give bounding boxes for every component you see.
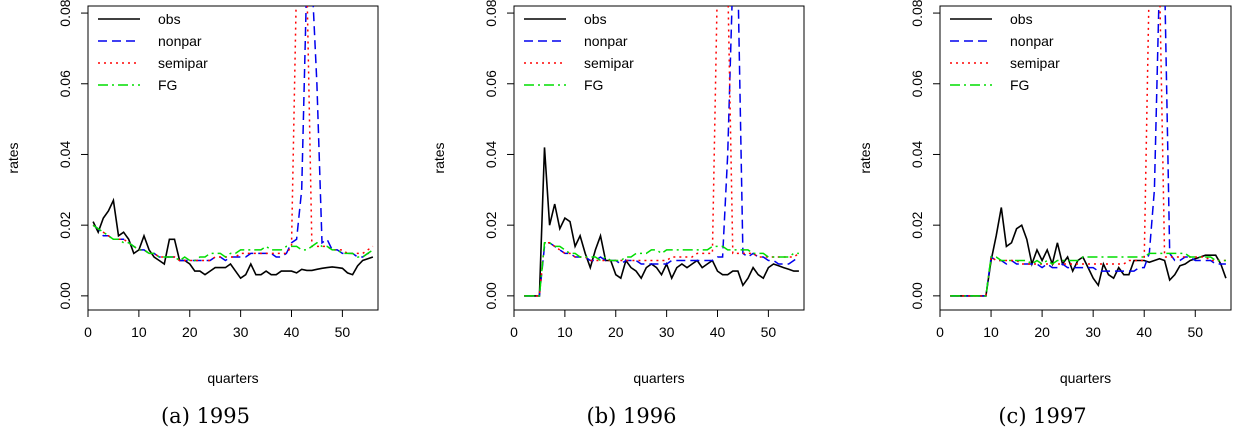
plot-frame — [87, 5, 379, 311]
y-axis-label: rates — [857, 142, 873, 173]
legend-label-semipar: semipar — [158, 55, 208, 71]
series-line-semipar — [92, 6, 374, 262]
x-tick-label: 0 — [84, 324, 92, 340]
legend-label-obs: obs — [1010, 11, 1033, 27]
legend-label-FG: FG — [158, 77, 177, 93]
plot-frame — [513, 5, 805, 311]
x-tick-label: 0 — [510, 324, 518, 340]
x-tick-label: 50 — [335, 324, 351, 340]
chart-panel-1996: 0 10 20 30 40 50 0.00 0.02 0.04 0.06 0.08 quarters r… — [426, 0, 837, 437]
y-tick-label: 0.02 — [57, 211, 73, 238]
plot-frame — [939, 5, 1232, 311]
y-tick-label: 0.08 — [57, 0, 73, 27]
caption-1996: (b) 1996 — [586, 404, 677, 428]
series-line-FG — [92, 224, 374, 262]
y-tick-label: 0.04 — [909, 141, 925, 168]
x-tick-label: 30 — [659, 324, 675, 340]
y-tick-label: 0.00 — [909, 282, 925, 309]
y-tick-label: 0.02 — [909, 211, 925, 238]
x-tick-label: 40 — [1136, 324, 1152, 340]
series-line-obs — [950, 207, 1227, 297]
legend-label-semipar: semipar — [1010, 55, 1060, 71]
x-tick-label: 30 — [1085, 324, 1101, 340]
chart-svg-1995: 0 10 20 30 40 50 0.00 0.02 0.04 0.06 0.08 quarters r… — [5, 0, 379, 386]
series-line-FG — [524, 242, 799, 297]
x-tick-label: 10 — [983, 324, 999, 340]
y-tick-label: 0.08 — [483, 0, 499, 27]
y-axis-label: rates — [5, 142, 21, 173]
x-tick-label: 50 — [761, 324, 777, 340]
chart-svg-1996: 0 10 20 30 40 50 0.00 0.02 0.04 0.06 0.08 quarters r… — [431, 0, 805, 386]
x-tick-label: 20 — [608, 324, 624, 340]
caption-1997: (c) 1997 — [998, 404, 1087, 428]
legend-label-obs: obs — [158, 11, 181, 27]
series-line-semipar — [950, 6, 1226, 297]
x-tick-label: 50 — [1187, 324, 1203, 340]
chart-panel-1997: 0 10 20 30 40 50 0.00 0.02 0.04 0.06 0.08 quarters r… — [852, 0, 1233, 437]
y-tick-label: 0.00 — [57, 282, 73, 309]
series-line-FG — [950, 252, 1226, 297]
x-tick-label: 40 — [284, 324, 300, 340]
y-tick-label: 0.02 — [483, 211, 499, 238]
y-tick-label: 0.06 — [483, 70, 499, 97]
x-tick-label: 40 — [710, 324, 726, 340]
chart-svg-1997: 0 10 20 30 40 50 0.00 0.02 0.04 0.06 0.08 quarters r… — [857, 0, 1232, 386]
x-tick-label: 20 — [182, 324, 198, 340]
y-tick-label: 0.08 — [909, 0, 925, 27]
series-line-semipar — [524, 6, 800, 297]
legend-label-FG: FG — [1010, 77, 1029, 93]
x-tick-label: 10 — [131, 324, 147, 340]
x-tick-label: 10 — [557, 324, 573, 340]
caption-1995: (a) 1995 — [160, 404, 251, 428]
y-tick-label: 0.00 — [483, 282, 499, 309]
x-axis-label: quarters — [1060, 370, 1111, 386]
y-tick-label: 0.06 — [909, 70, 925, 97]
x-axis-label: quarters — [207, 370, 258, 386]
legend-label-nonpar: nonpar — [1010, 33, 1054, 49]
series-line-obs — [524, 147, 799, 297]
legend-label-nonpar: nonpar — [158, 33, 202, 49]
x-tick-label: 20 — [1034, 324, 1050, 340]
legend-label-semipar: semipar — [584, 55, 634, 71]
series-line-obs — [92, 197, 374, 280]
x-axis-label: quarters — [633, 370, 684, 386]
legend: obs nonpar semipar FG — [524, 11, 634, 93]
series-line-nonpar — [92, 6, 373, 262]
legend: obs nonpar semipar FG — [950, 11, 1060, 93]
chart-panel-1995: 0 10 20 30 40 50 0.00 0.02 0.04 0.06 0.08 quarters r… — [0, 0, 411, 437]
series-line-nonpar — [524, 6, 800, 297]
legend-label-nonpar: nonpar — [584, 33, 628, 49]
x-tick-label: 30 — [233, 324, 249, 340]
series-line-nonpar — [950, 6, 1226, 297]
y-axis-label: rates — [431, 142, 447, 173]
y-tick-label: 0.04 — [57, 141, 73, 168]
legend: obs nonpar semipar FG — [98, 11, 208, 93]
y-tick-label: 0.04 — [483, 141, 499, 168]
y-tick-label: 0.06 — [57, 70, 73, 97]
x-tick-label: 0 — [936, 324, 944, 340]
legend-label-obs: obs — [584, 11, 607, 27]
legend-label-FG: FG — [584, 77, 603, 93]
